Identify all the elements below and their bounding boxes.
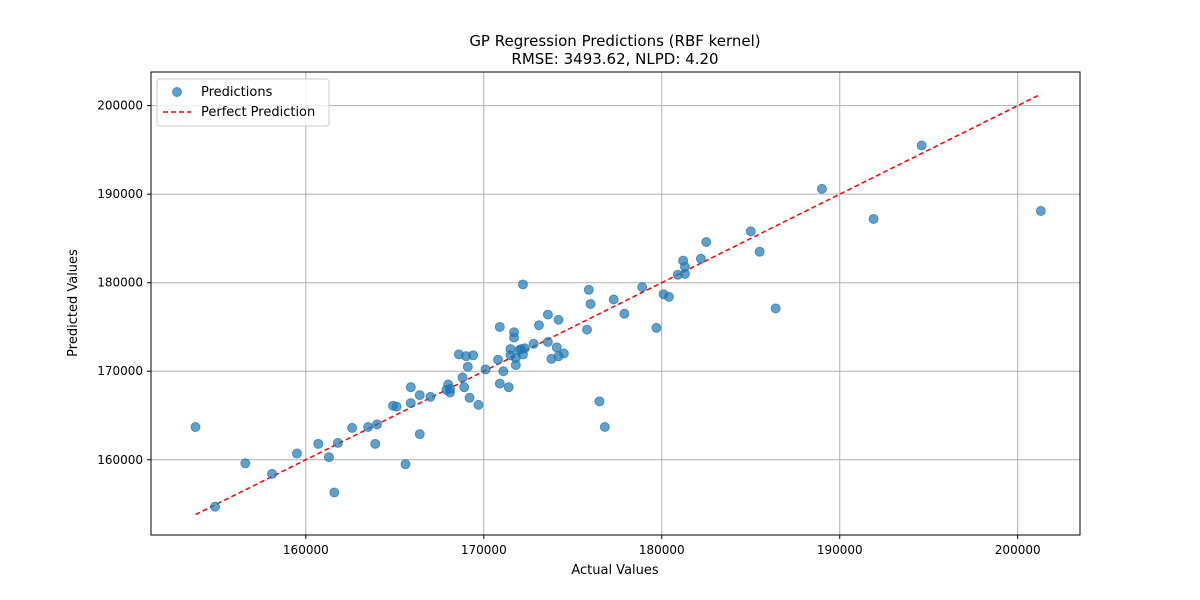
perfect-prediction-line xyxy=(195,93,1042,516)
prediction-point xyxy=(210,501,221,512)
x-tick-label: 200000 xyxy=(995,543,1041,557)
prediction-point xyxy=(480,364,491,375)
x-axis-ticks: 160000 170000 180000 190000 200000 xyxy=(283,535,1041,557)
prediction-point xyxy=(583,284,594,295)
prediction-point xyxy=(868,213,879,224)
prediction-point xyxy=(473,399,484,410)
prediction-point xyxy=(558,348,569,359)
prediction-point xyxy=(425,391,436,402)
prediction-point xyxy=(619,308,630,319)
prediction-point xyxy=(370,438,381,449)
prediction-point xyxy=(444,383,455,394)
prediction-point xyxy=(679,268,690,279)
chart-title: GP Regression Predictions (RBF kernel) xyxy=(469,32,760,50)
legend-label-perfect-prediction: Perfect Prediction xyxy=(201,105,315,120)
prediction-point xyxy=(347,422,358,433)
prediction-point xyxy=(528,338,539,349)
prediction-point xyxy=(551,342,562,353)
legend-label-predictions: Predictions xyxy=(201,85,273,100)
prediction-point xyxy=(582,324,593,335)
prediction-point xyxy=(400,459,411,470)
prediction-point xyxy=(414,429,425,440)
prediction-point xyxy=(542,309,553,320)
scatter-points xyxy=(190,140,1046,512)
plot-frame xyxy=(150,71,1081,536)
prediction-point xyxy=(519,343,530,354)
prediction-point xyxy=(405,398,416,409)
prediction-point xyxy=(553,314,564,325)
prediction-point xyxy=(468,350,479,361)
reference-line-layer xyxy=(195,93,1042,516)
prediction-point xyxy=(363,421,374,432)
legend-box xyxy=(156,78,330,127)
prediction-point xyxy=(663,291,674,302)
prediction-point xyxy=(494,321,505,332)
prediction-point xyxy=(542,337,553,348)
y-tick-label: 170000 xyxy=(97,364,143,378)
y-tick-label: 180000 xyxy=(97,276,143,290)
prediction-point xyxy=(240,458,251,469)
y-axis-label: Predicted Values xyxy=(66,249,81,357)
prediction-point xyxy=(372,419,383,430)
prediction-point xyxy=(509,332,520,343)
prediction-point xyxy=(594,396,605,407)
x-tick-label: 170000 xyxy=(461,543,507,557)
prediction-point xyxy=(510,360,521,371)
prediction-point xyxy=(493,354,504,365)
prediction-point xyxy=(651,322,662,333)
prediction-point xyxy=(391,401,402,412)
prediction-point xyxy=(695,253,706,264)
prediction-point xyxy=(414,390,425,401)
prediction-point xyxy=(517,279,528,290)
prediction-point xyxy=(323,452,334,463)
prediction-point xyxy=(329,487,340,498)
prediction-point xyxy=(533,320,544,331)
prediction-point xyxy=(503,382,514,393)
prediction-point xyxy=(459,382,470,393)
x-tick-label: 160000 xyxy=(283,543,329,557)
prediction-point xyxy=(701,236,712,247)
prediction-point xyxy=(313,438,324,449)
prediction-point xyxy=(464,392,475,403)
x-tick-label: 190000 xyxy=(817,543,863,557)
prediction-point xyxy=(1035,205,1046,216)
prediction-point xyxy=(291,448,302,459)
y-tick-label: 160000 xyxy=(97,453,143,467)
x-axis-label: Actual Values xyxy=(571,563,659,578)
prediction-point xyxy=(816,183,827,194)
prediction-point xyxy=(745,226,756,237)
legend-marker-predictions xyxy=(172,87,182,97)
grid xyxy=(151,72,1080,535)
legend: Predictions Perfect Prediction xyxy=(156,78,330,127)
y-tick-label: 200000 xyxy=(97,99,143,113)
prediction-point xyxy=(585,298,596,309)
prediction-point xyxy=(332,437,343,448)
prediction-point xyxy=(405,382,416,393)
y-axis-ticks: 160000 170000 180000 190000 200000 xyxy=(97,99,151,467)
prediction-point xyxy=(916,140,927,151)
prediction-point xyxy=(462,361,473,372)
prediction-point xyxy=(190,421,201,432)
prediction-point xyxy=(637,282,648,293)
prediction-point xyxy=(267,468,278,479)
prediction-point xyxy=(457,372,468,383)
prediction-point xyxy=(599,421,610,432)
prediction-point xyxy=(770,303,781,314)
prediction-point xyxy=(498,366,509,377)
prediction-point xyxy=(608,294,619,305)
y-tick-label: 190000 xyxy=(97,187,143,201)
prediction-point xyxy=(754,246,765,257)
chart-subtitle: RMSE: 3493.62, NLPD: 4.20 xyxy=(511,50,718,68)
prediction-point xyxy=(494,378,505,389)
x-tick-label: 180000 xyxy=(639,543,685,557)
